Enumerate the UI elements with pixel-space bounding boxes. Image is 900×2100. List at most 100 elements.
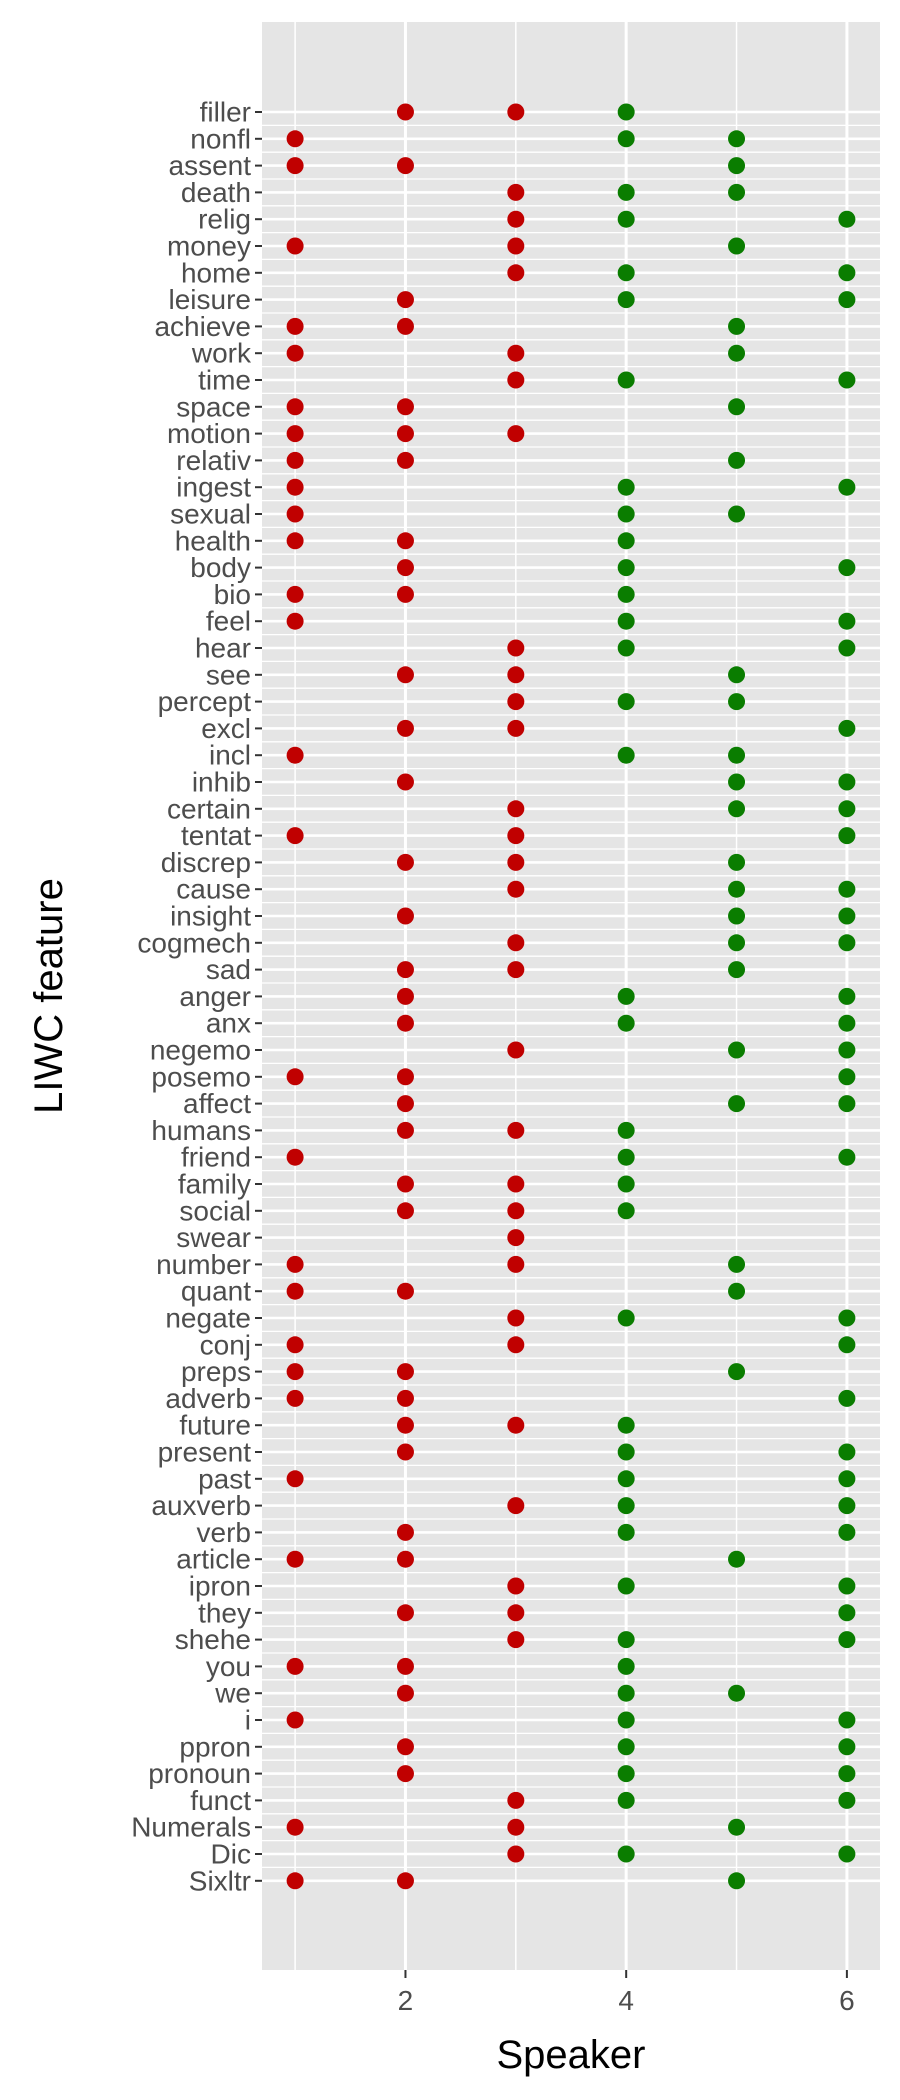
data-point	[396, 585, 414, 603]
y-tick-label: funct	[190, 1785, 251, 1816]
data-point	[507, 1818, 525, 1836]
data-point	[617, 612, 635, 630]
data-point	[507, 264, 525, 282]
data-point	[507, 1121, 525, 1139]
data-point	[396, 559, 414, 577]
data-point	[286, 130, 304, 148]
y-tick-label: death	[181, 177, 251, 208]
data-point	[507, 1229, 525, 1247]
data-point	[507, 1604, 525, 1622]
y-tick-label: feel	[206, 606, 251, 637]
data-point	[728, 237, 746, 255]
data-point	[617, 1657, 635, 1675]
y-tick-label: future	[179, 1410, 251, 1441]
data-point	[617, 1765, 635, 1783]
data-point	[728, 157, 746, 175]
data-point	[728, 505, 746, 523]
y-tick-label: present	[158, 1437, 252, 1468]
data-point	[838, 827, 856, 845]
data-point	[617, 183, 635, 201]
data-point	[617, 559, 635, 577]
data-point	[286, 1818, 304, 1836]
data-point	[286, 1872, 304, 1890]
data-point	[396, 1443, 414, 1461]
data-point	[396, 1095, 414, 1113]
x-axis-title: Speaker	[497, 2033, 646, 2077]
data-point	[838, 1014, 856, 1032]
data-point	[286, 425, 304, 443]
y-tick-label: assent	[169, 150, 252, 181]
data-point	[838, 934, 856, 952]
y-tick-label: percept	[158, 686, 252, 717]
data-point	[507, 827, 525, 845]
y-tick-label: preps	[181, 1356, 251, 1387]
data-point	[617, 1684, 635, 1702]
data-point	[286, 1550, 304, 1568]
y-tick-label: space	[176, 391, 251, 422]
y-tick-label: money	[167, 231, 251, 262]
data-point	[838, 907, 856, 925]
data-point	[507, 1175, 525, 1193]
data-point	[617, 371, 635, 389]
data-point	[838, 987, 856, 1005]
data-point	[507, 666, 525, 684]
data-point	[728, 1818, 746, 1836]
data-point	[507, 1041, 525, 1059]
data-point	[838, 1041, 856, 1059]
y-tick-label: Sixltr	[189, 1865, 251, 1896]
data-point	[617, 1738, 635, 1756]
data-point	[396, 532, 414, 550]
data-point	[617, 1631, 635, 1649]
data-point	[396, 1684, 414, 1702]
data-point	[838, 291, 856, 309]
data-point	[396, 987, 414, 1005]
data-point	[728, 1363, 746, 1381]
y-tick-label: ipron	[189, 1571, 251, 1602]
data-point	[728, 1041, 746, 1059]
data-point	[396, 157, 414, 175]
data-point	[617, 1497, 635, 1515]
y-tick-label: insight	[170, 901, 251, 932]
data-point	[728, 398, 746, 416]
data-point	[838, 719, 856, 737]
data-point	[617, 746, 635, 764]
data-point	[507, 1309, 525, 1327]
data-point	[396, 961, 414, 979]
data-point	[507, 800, 525, 818]
y-tick-label: incl	[209, 740, 251, 771]
y-tick-label: shehe	[175, 1624, 251, 1655]
data-point	[396, 719, 414, 737]
x-axis: 2 4 6	[398, 1970, 855, 2016]
data-point	[617, 210, 635, 228]
y-tick-label: sad	[206, 954, 251, 985]
data-point	[728, 666, 746, 684]
data-point	[617, 1148, 635, 1166]
data-point	[728, 907, 746, 925]
data-point	[286, 505, 304, 523]
data-point	[838, 880, 856, 898]
data-point	[396, 398, 414, 416]
data-point	[838, 773, 856, 791]
data-point	[286, 1389, 304, 1407]
data-point	[507, 853, 525, 871]
y-tick-label: ppron	[179, 1731, 251, 1762]
data-point	[507, 1577, 525, 1595]
data-point	[728, 451, 746, 469]
data-point	[838, 1791, 856, 1809]
data-point	[507, 880, 525, 898]
data-point	[838, 1095, 856, 1113]
data-point	[838, 1711, 856, 1729]
data-point	[838, 1738, 856, 1756]
data-point	[728, 1684, 746, 1702]
data-point	[286, 237, 304, 255]
data-point	[617, 585, 635, 603]
data-point	[286, 451, 304, 469]
data-point	[838, 1845, 856, 1863]
y-tick-label: you	[206, 1651, 251, 1682]
data-point	[617, 264, 635, 282]
data-point	[728, 1095, 746, 1113]
data-point	[617, 1443, 635, 1461]
y-tick-label: negate	[165, 1303, 251, 1334]
y-tick-label: filler	[200, 97, 251, 128]
y-tick-label: tentat	[181, 820, 251, 851]
